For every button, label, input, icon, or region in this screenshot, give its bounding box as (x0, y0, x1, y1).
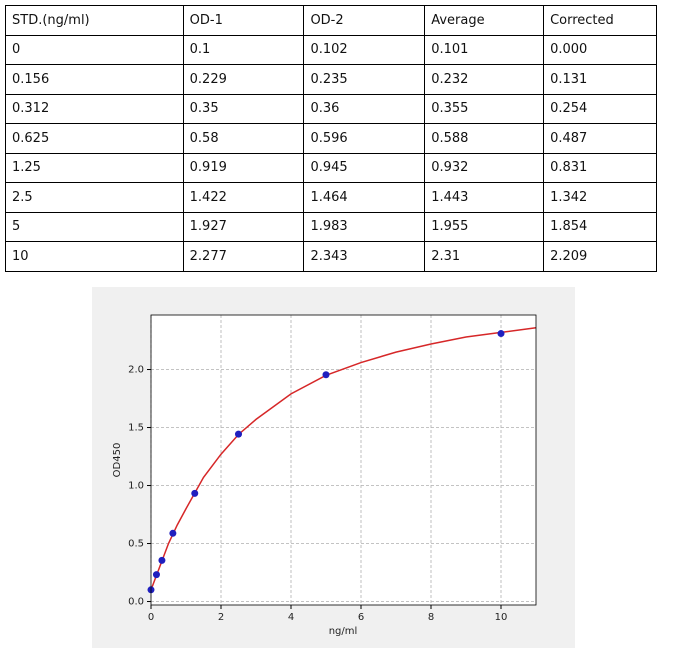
table-cell: 1.927 (182, 211, 305, 242)
table-cell: 2.277 (182, 241, 305, 272)
chart: ng/ml OD450 0 2 4 6 8 10 0.0 0.5 1.0 1.5 2.0 (92, 287, 575, 648)
y-tick-label: 1.5 (128, 423, 144, 434)
data-point (169, 529, 177, 537)
table-cell: 0.596 (303, 123, 426, 154)
x-axis-label: ng/ml (329, 626, 358, 637)
y-tick-label: 2.0 (128, 365, 144, 376)
data-table: STD.(ng/ml) OD-1 OD-2 Average Corrected 0 0.1 0… (5, 5, 657, 272)
table-cell: 0.487 (543, 123, 657, 154)
table-cell: 1.25 (5, 152, 184, 183)
table-cell: 1.983 (303, 211, 426, 242)
y-tick-label: 1.0 (128, 481, 144, 492)
table-cell: 0.1 (182, 34, 305, 65)
table-cell: 0.588 (424, 123, 545, 154)
table-cell: 0.35 (182, 93, 305, 124)
table-row: 0.625 0.58 0.596 0.588 0.487 (5, 123, 657, 154)
table-cell: 0.932 (424, 152, 545, 183)
table-cell: 0.232 (424, 64, 545, 95)
table-cell: 10 (5, 241, 184, 272)
table-row: 2.5 1.422 1.464 1.443 1.342 (5, 182, 657, 213)
table-cell: 2.209 (543, 241, 657, 272)
table-row: 10 2.277 2.343 2.31 2.209 (5, 241, 657, 272)
table-cell: 0.58 (182, 123, 305, 154)
table-cell: 5 (5, 211, 184, 242)
table-cell: 1.854 (543, 211, 657, 242)
table-cell: 0.101 (424, 34, 545, 65)
data-point (191, 489, 199, 497)
x-tick-label: 2 (218, 612, 224, 623)
table-cell: 0.831 (543, 152, 657, 183)
y-tick-label: 0.0 (128, 597, 144, 608)
data-point (235, 430, 242, 438)
plot-area (151, 315, 536, 605)
table-cell: 0.355 (424, 93, 545, 124)
table-row: 0 0.1 0.102 0.101 0.000 (5, 34, 657, 65)
table-cell: 1.422 (182, 182, 305, 213)
x-tick-label: 6 (358, 612, 364, 623)
table-cell: OD-2 (303, 5, 426, 36)
table-cell: 0.312 (5, 93, 184, 124)
table-row: 0.156 0.229 0.235 0.232 0.131 (5, 64, 657, 95)
table-cell: 0.254 (543, 93, 657, 124)
data-point (497, 330, 505, 338)
table-cell: Corrected (543, 5, 657, 36)
table-cell: 0.000 (543, 34, 657, 65)
table-cell: 2.31 (424, 241, 545, 272)
table-cell: 0.919 (182, 152, 305, 183)
table-row: 5 1.927 1.983 1.955 1.854 (5, 211, 657, 242)
table-cell: OD-1 (182, 5, 305, 36)
header-row: STD.(ng/ml) OD-1 OD-2 Average Corrected (5, 5, 657, 36)
data-point (152, 571, 160, 579)
table-cell: 0.102 (303, 34, 426, 65)
table-cell: 0.235 (303, 64, 426, 95)
table-cell: 1.955 (424, 211, 545, 242)
table-cell: 0.625 (5, 123, 184, 154)
table-cell: 0.229 (182, 64, 305, 95)
x-tick-label: 10 (495, 612, 508, 623)
table-cell: 0.131 (543, 64, 657, 95)
table-cell: 1.342 (543, 182, 657, 213)
table-cell: 1.464 (303, 182, 426, 213)
table-cell: 0 (5, 34, 184, 65)
table-cell: STD.(ng/ml) (5, 5, 184, 36)
table-cell: 2.5 (5, 182, 184, 213)
table-row: 0.312 0.35 0.36 0.355 0.254 (5, 93, 657, 124)
table-row: 1.25 0.919 0.945 0.932 0.831 (5, 152, 657, 183)
table-cell: 0.156 (5, 64, 184, 95)
x-tick-label: 8 (428, 612, 434, 623)
table-cell: 0.945 (303, 152, 426, 183)
y-axis-label: OD450 (112, 443, 123, 478)
table-cell: 2.343 (303, 241, 426, 272)
plot-frame (150, 314, 537, 606)
data-point (158, 556, 166, 564)
data-point (322, 371, 330, 379)
y-tick-label: 0.5 (128, 539, 144, 550)
table-cell: 1.443 (424, 182, 545, 213)
table-cell: Average (424, 5, 545, 36)
x-tick-label: 4 (288, 612, 294, 623)
x-tick-label: 0 (148, 612, 154, 623)
table-cell: 0.36 (303, 93, 426, 124)
